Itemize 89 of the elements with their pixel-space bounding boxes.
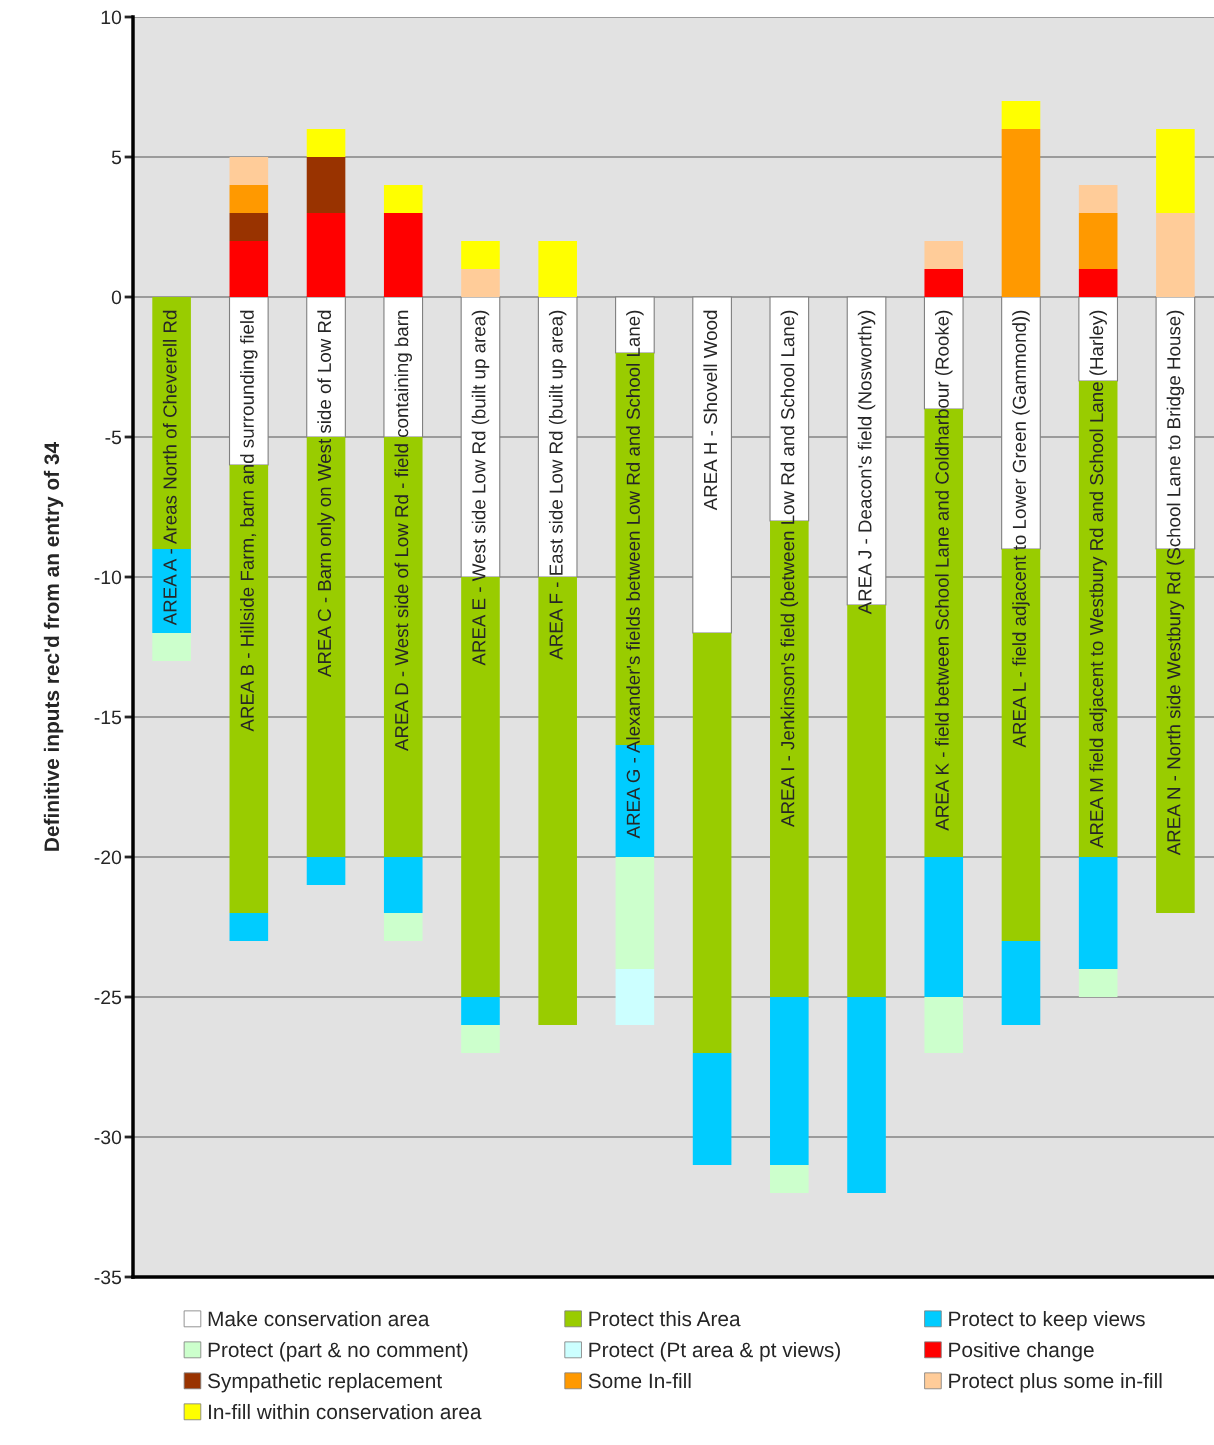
legend-label: Protect this Area — [589, 1310, 741, 1327]
bar — [615, 857, 655, 969]
bar — [229, 241, 269, 297]
legend-label: Protect plus some in-fill — [949, 1372, 1162, 1393]
bar — [1078, 213, 1118, 269]
bar — [229, 913, 269, 941]
bar — [383, 437, 423, 857]
legend-label: Sympathetic replacement — [208, 1372, 442, 1393]
bar — [383, 185, 423, 213]
bar — [615, 969, 655, 1025]
x-tick-label: AREA L - field adjacent to Lower Green (Gammond)) — [1012, 310, 1030, 748]
x-tick-label: AREA I - Jenkinson's field (between Low Rd and School Lane) — [780, 310, 799, 827]
bar — [847, 997, 886, 1193]
bar — [383, 857, 423, 913]
bar — [306, 129, 346, 157]
y-tick-label: 5 — [111, 150, 122, 165]
bar — [1078, 185, 1118, 213]
bar — [383, 213, 423, 297]
bar — [461, 997, 500, 1025]
bar — [538, 241, 577, 297]
legend-label: Make conservation area — [208, 1310, 430, 1327]
bar — [461, 241, 500, 269]
x-tick-label: AREA M field adjacent to Westbury Rd and School Lane (Harley) — [1089, 310, 1107, 849]
bar — [924, 241, 964, 269]
y-tick-label: 0 — [111, 290, 122, 305]
bar — [306, 857, 346, 885]
y-tick-label: -15 — [94, 710, 122, 725]
bar — [1156, 129, 1195, 213]
y-tick-label: -10 — [94, 570, 122, 585]
bar — [152, 633, 191, 661]
bar — [537, 296, 578, 578]
bar — [1001, 101, 1041, 129]
y-tick-label: -20 — [94, 850, 122, 865]
x-tick-label: AREA G - Alexander's fields between Low Rd and School Lane) — [626, 310, 644, 839]
bar — [692, 1053, 732, 1165]
bar — [1001, 941, 1041, 1025]
bar — [306, 157, 346, 213]
legend-label: In-fill within conservation area — [208, 1403, 482, 1420]
x-tick-label: AREA N - North side Westbury Rd (School Lane to Bridge House) — [1166, 310, 1185, 856]
x-tick-label: AREA D - West side of Low Rd - field containing barn — [394, 310, 412, 752]
bar — [229, 157, 269, 185]
legend-label: Positive change — [949, 1341, 1094, 1362]
x-tick-label: AREA C - Barn only on West side of Low Rd — [317, 310, 335, 678]
bar — [1078, 296, 1119, 382]
bar — [538, 577, 577, 1025]
bar — [152, 549, 191, 633]
bar — [306, 296, 346, 438]
bar — [615, 296, 655, 354]
bar — [1078, 857, 1118, 969]
bar — [383, 296, 424, 438]
bar — [306, 437, 346, 857]
bar — [461, 269, 500, 297]
bar — [1156, 213, 1195, 297]
bar — [306, 213, 346, 297]
y-tick-label: -25 — [94, 990, 122, 1005]
bar — [770, 997, 809, 1165]
bar — [1001, 129, 1041, 297]
bar — [924, 857, 964, 997]
bar — [152, 297, 191, 549]
bar — [461, 1025, 500, 1053]
bar — [924, 997, 964, 1053]
bar — [769, 296, 810, 522]
bar — [1078, 969, 1118, 997]
bar — [1001, 296, 1041, 550]
y-tick-label: 10 — [101, 10, 122, 25]
bar — [1078, 269, 1118, 297]
legend-label: Protect (part & no comment) — [208, 1341, 468, 1362]
x-tick-label: AREA A - Areas North of Cheverell Rd — [162, 310, 177, 626]
x-tick-label: AREA J - Deacon's field (Nosworthy) — [857, 310, 876, 615]
y-axis-title: Definitive inputs rec'd from an entry of 34 — [43, 442, 64, 851]
bar — [692, 296, 732, 634]
y-tick-label: -30 — [94, 1130, 122, 1145]
bar — [770, 1165, 809, 1193]
y-tick-label: -5 — [105, 430, 122, 445]
legend-label: Protect to keep views — [949, 1310, 1145, 1331]
x-tick-label: AREA K - field between School Lane and Coldharbour (Rooke) — [935, 310, 953, 831]
bar — [229, 213, 269, 241]
x-tick-label: AREA B - Hillside Farm, barn and surrounding field — [240, 310, 258, 732]
bar — [1001, 549, 1041, 941]
legend-label: Protect (Pt area & pt views) — [589, 1341, 840, 1362]
bar — [229, 185, 269, 213]
legend-label: Some In-fill — [588, 1372, 691, 1389]
y-tick-label: -35 — [94, 1270, 122, 1285]
bar — [924, 269, 964, 297]
bar — [383, 913, 423, 941]
x-tick-label: AREA F - East side Low Rd (built up area) — [548, 310, 567, 660]
x-tick-label: AREA E - West side Low Rd (built up area) — [471, 310, 490, 666]
bar — [692, 633, 732, 1053]
x-tick-label: AREA H - Shovell Wood — [703, 310, 718, 511]
